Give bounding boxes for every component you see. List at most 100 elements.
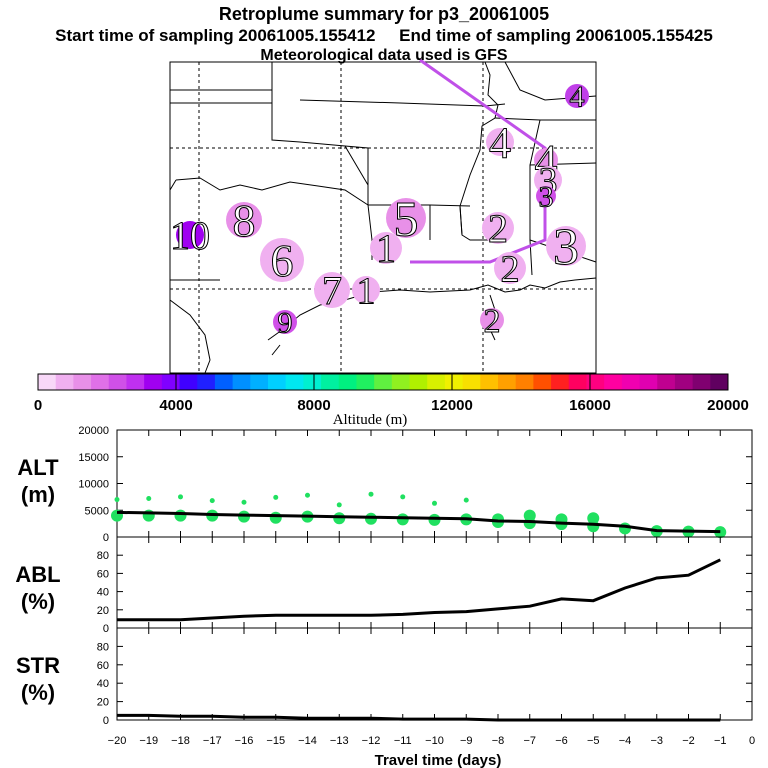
map-marker-dot bbox=[386, 198, 426, 238]
map-marker-dot bbox=[482, 212, 514, 244]
colorbar-cell bbox=[498, 374, 517, 390]
map-marker-label: 7 bbox=[322, 268, 342, 313]
map-marker-label: 4 bbox=[489, 118, 511, 167]
map-marker-dot bbox=[352, 276, 380, 304]
x-tick-label: −6 bbox=[555, 735, 568, 747]
scatter-point bbox=[114, 497, 120, 503]
colorbar-cell bbox=[657, 374, 676, 390]
scatter-point bbox=[587, 512, 600, 525]
scatter-point bbox=[178, 494, 183, 500]
x-tick-label: −1 bbox=[714, 735, 727, 747]
map-marker-dot bbox=[480, 308, 504, 332]
map-marker-label: 5 bbox=[394, 191, 419, 247]
scatter-point bbox=[523, 509, 536, 522]
scatter-point bbox=[400, 494, 406, 500]
sampling-times: Start time of sampling 20061005.155412 E… bbox=[0, 26, 768, 46]
colorbar-cell bbox=[462, 374, 481, 390]
colorbar-label: Altitude (m) bbox=[333, 412, 408, 428]
x-tick-label: −7 bbox=[523, 735, 536, 747]
colorbar-cell bbox=[268, 374, 287, 390]
map-marker: 1 bbox=[370, 226, 402, 272]
map-marker-dot bbox=[273, 310, 297, 334]
scatter-point bbox=[241, 499, 247, 505]
colorbar-cell bbox=[250, 374, 269, 390]
map-marker-label: 2 bbox=[484, 303, 501, 340]
colorbar-frame bbox=[37, 373, 729, 391]
map-marker-dot bbox=[370, 232, 402, 264]
trajectory-lines bbox=[410, 58, 547, 264]
y-tick-label: 20 bbox=[97, 605, 109, 617]
scatter-point bbox=[146, 495, 152, 501]
x-tick-label: −13 bbox=[330, 735, 349, 747]
y-tick-label: 40 bbox=[97, 587, 109, 599]
x-tick-label: −9 bbox=[460, 735, 473, 747]
panel-title: ALT bbox=[17, 455, 59, 480]
y-tick-label: 0 bbox=[103, 532, 109, 544]
x-tick-label: −5 bbox=[587, 735, 600, 747]
start-time-label: Start time of sampling 20061005.155412 bbox=[55, 26, 376, 45]
map-marker: 2 bbox=[480, 302, 504, 340]
panel-frame bbox=[116, 627, 753, 721]
colorbar-tick-label: 20000 bbox=[707, 397, 749, 414]
colorbar-cell bbox=[391, 374, 411, 390]
series-line bbox=[117, 558, 721, 622]
map-marker: 4 bbox=[565, 80, 589, 114]
map-marker-dot bbox=[314, 272, 350, 308]
x-tick-label: −19 bbox=[139, 735, 158, 747]
y-tick-label: 80 bbox=[97, 550, 109, 562]
map-marker-label: 6 bbox=[271, 235, 294, 286]
colorbar-tick-label: 16000 bbox=[569, 397, 611, 414]
map-marker: 2 bbox=[494, 248, 526, 291]
x-tick-label: −8 bbox=[492, 735, 505, 747]
x-tick-label: −15 bbox=[266, 735, 285, 747]
y-tick-label: 5000 bbox=[85, 505, 109, 517]
x-tick-label: −20 bbox=[108, 735, 127, 747]
panel-title: ABL bbox=[15, 562, 60, 587]
x-tick-label: −16 bbox=[235, 735, 254, 747]
x-tick-label: −4 bbox=[619, 735, 632, 747]
map-marker: 10 bbox=[170, 213, 211, 259]
colorbar-cell bbox=[197, 374, 216, 390]
x-axis-label: Travel time (days) bbox=[375, 752, 502, 768]
y-tick-label: 80 bbox=[97, 641, 109, 653]
map-marker-label: 8 bbox=[233, 195, 256, 246]
colorbar-tick-label: 4000 bbox=[159, 397, 192, 414]
y-tick-label: 20 bbox=[97, 697, 109, 709]
colorbar-cell bbox=[108, 374, 127, 390]
map-marker-label: 10 bbox=[170, 213, 210, 258]
x-tick-label: −17 bbox=[203, 735, 222, 747]
panel-title: STR bbox=[16, 653, 60, 678]
series-line bbox=[116, 510, 721, 534]
colorbar-tick-label: 8000 bbox=[297, 397, 330, 414]
panel-unit: (m) bbox=[21, 482, 55, 507]
map-marker-label: 2 bbox=[488, 206, 508, 251]
x-tick-label: 0 bbox=[749, 735, 755, 747]
colorbar-cell bbox=[568, 374, 587, 390]
scatter-point bbox=[619, 522, 631, 535]
y-tick-label: 0 bbox=[103, 623, 109, 635]
colorbar-cell bbox=[444, 374, 464, 390]
panel-frame bbox=[116, 536, 753, 629]
map-marker: 7 bbox=[314, 268, 350, 314]
colorbar-cell bbox=[161, 374, 181, 390]
colorbar-cell bbox=[586, 374, 605, 390]
x-tick-label: −11 bbox=[394, 735, 412, 747]
colorbar-ticks: 0 4000 8000 12000 16000 20000 bbox=[34, 374, 749, 414]
colorbar-cell bbox=[710, 374, 729, 390]
colorbar-cell bbox=[91, 374, 110, 390]
panel-alt: ALT(m) 0 5000 10000 15000 20000 bbox=[17, 425, 753, 544]
map-marker-label: 1 bbox=[357, 270, 376, 312]
colorbar-cell bbox=[639, 374, 658, 390]
scatter-point bbox=[333, 512, 346, 525]
colorbar-cell bbox=[674, 374, 694, 390]
colorbar-cell bbox=[533, 374, 552, 390]
y-tick-label: 40 bbox=[97, 678, 109, 690]
x-tick-label: −2 bbox=[682, 735, 695, 747]
map-marker: 3 bbox=[536, 180, 556, 214]
colorbar-cell bbox=[515, 374, 534, 390]
y-tick-label: 60 bbox=[97, 568, 109, 580]
map-marker-dot bbox=[546, 226, 586, 266]
